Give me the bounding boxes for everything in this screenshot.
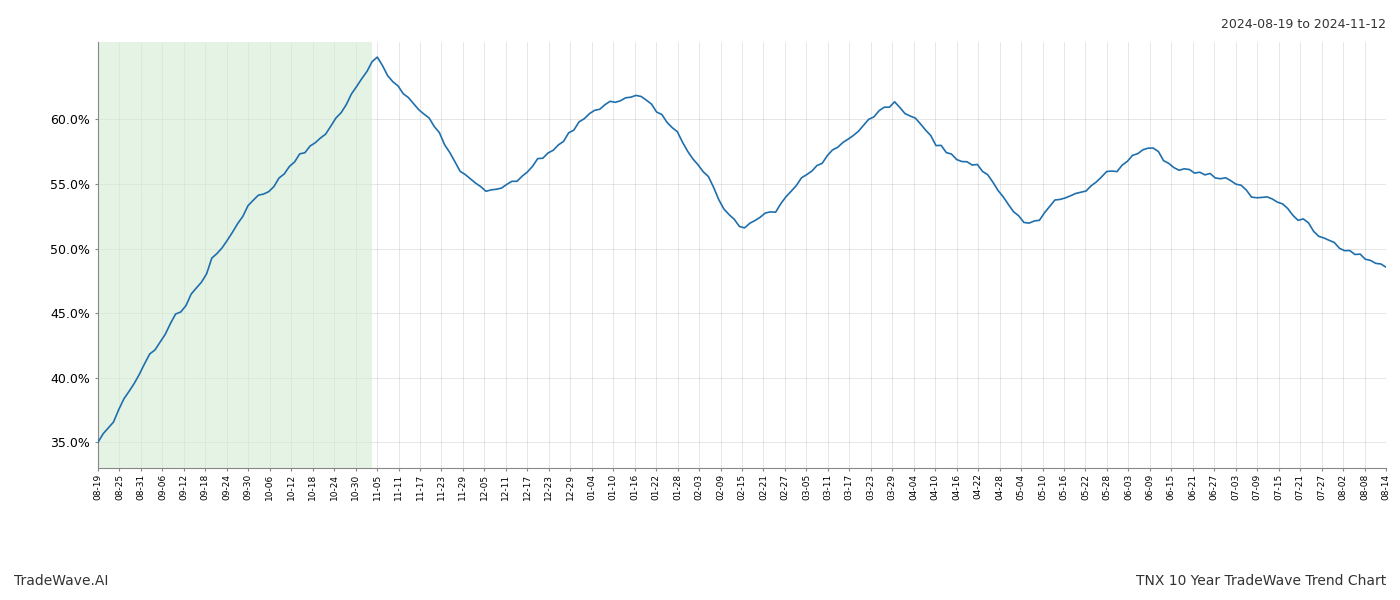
Bar: [98, 42, 372, 468]
Text: TradeWave.AI: TradeWave.AI: [14, 574, 108, 588]
Text: TNX 10 Year TradeWave Trend Chart: TNX 10 Year TradeWave Trend Chart: [1135, 574, 1386, 588]
Text: 2024-08-19 to 2024-11-12: 2024-08-19 to 2024-11-12: [1221, 18, 1386, 31]
